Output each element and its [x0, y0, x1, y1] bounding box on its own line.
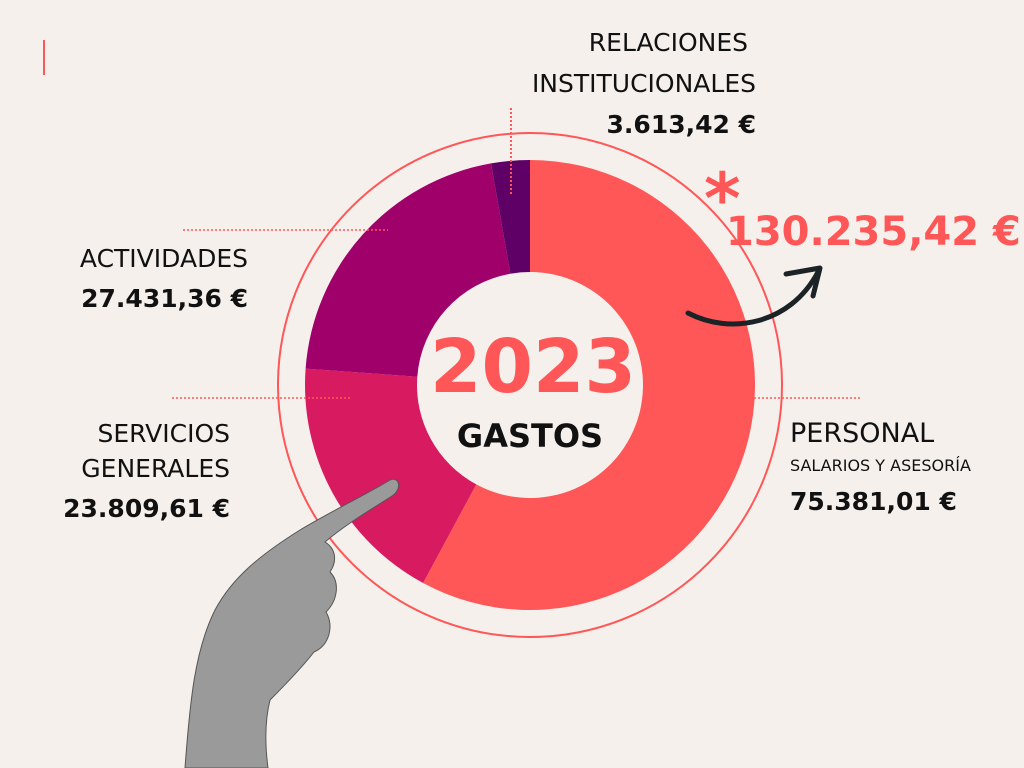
total-label: 130.235,42 € — [726, 209, 1021, 255]
label-personal: PERSONAL — [790, 418, 935, 449]
slice-actividades — [305, 163, 511, 377]
chart-subtitle: GASTOS — [456, 417, 604, 455]
sublabel-personal: SALARIOS Y ASESORÍA — [790, 456, 971, 475]
label-relaciones-line2: INSTITUCIONALES — [531, 69, 756, 98]
pointing-hand — [184, 478, 399, 768]
slice-relaciones — [490, 160, 530, 274]
arrow-icon — [685, 269, 821, 327]
asterisk-icon: * — [704, 158, 741, 240]
value-actividades: 27.431,36 € — [81, 284, 248, 313]
arrowhead-icon — [783, 265, 823, 299]
value-relaciones: 3.613,42 € — [606, 110, 756, 139]
label-relaciones-line1: RELACIONES — [588, 28, 748, 57]
slice-personal — [423, 160, 755, 610]
slice-servicios — [305, 368, 477, 583]
value-servicios: 23.809,61 € — [63, 494, 230, 523]
label-servicios-line2: GENERALES — [81, 454, 230, 483]
outer-ring — [277, 132, 783, 638]
chart-title: 2023 — [430, 324, 636, 410]
value-personal: 75.381,01 € — [790, 487, 957, 516]
label-actividades: ACTIVIDADES — [79, 244, 248, 273]
label-servicios-line1: SERVICIOS — [97, 419, 230, 448]
